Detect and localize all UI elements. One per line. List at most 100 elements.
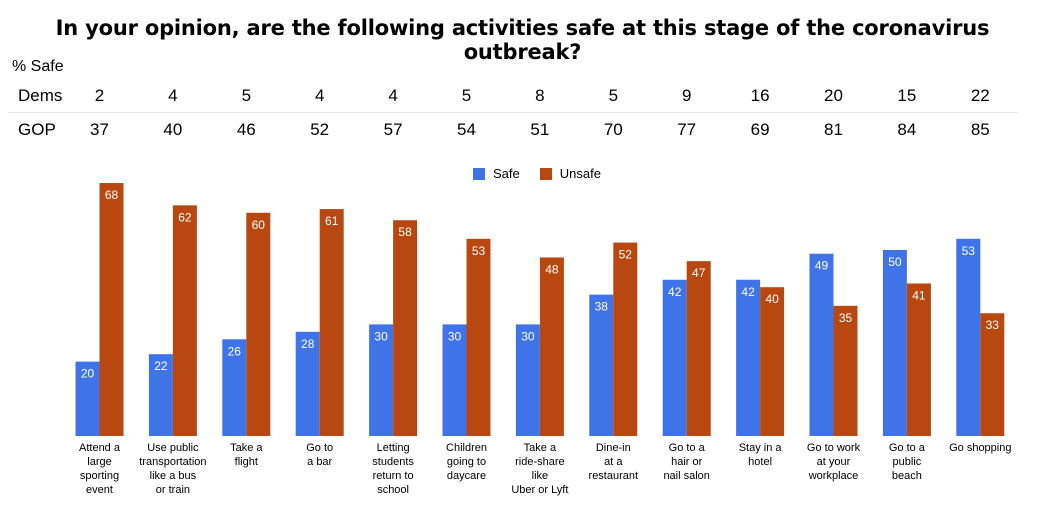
bar-unsafe-3 xyxy=(319,209,344,436)
data-label-safe-8: 42 xyxy=(668,285,682,299)
bar-unsafe-5 xyxy=(466,238,491,436)
data-label-safe-10: 49 xyxy=(815,259,829,273)
table-cell-gop-10: 81 xyxy=(824,120,843,139)
table-header: % Safe xyxy=(12,58,64,75)
data-label-safe-6: 30 xyxy=(521,329,535,343)
bar-unsafe-6 xyxy=(539,257,564,436)
data-label-safe-5: 30 xyxy=(448,329,462,343)
bar-safe-12 xyxy=(956,238,981,436)
data-label-unsafe-9: 40 xyxy=(765,292,779,306)
bar-safe-6 xyxy=(515,324,540,436)
bar-safe-1 xyxy=(148,354,173,436)
table-cell-gop-2: 46 xyxy=(236,120,256,139)
data-label-unsafe-10: 35 xyxy=(839,311,853,325)
bar-safe-5 xyxy=(442,324,467,436)
category-label-2: Take a flight xyxy=(230,442,263,468)
data-label-unsafe-6: 48 xyxy=(545,262,559,276)
table-cell-dems-6: 8 xyxy=(535,86,545,105)
bar-safe-2 xyxy=(222,339,247,436)
data-label-unsafe-8: 47 xyxy=(692,266,706,280)
category-label-6: Take a ride-share like Uber or Lyft xyxy=(511,442,569,496)
table-cell-gop-12: 85 xyxy=(970,120,990,139)
bar-unsafe-7 xyxy=(613,242,638,436)
data-label-unsafe-12: 33 xyxy=(986,318,1000,332)
table-cell-dems-4: 4 xyxy=(388,86,398,105)
table-row-label-gop: GOP xyxy=(18,120,56,139)
table-cell-dems-10: 20 xyxy=(824,86,843,105)
bar-unsafe-2 xyxy=(246,212,271,436)
category-label-5: Children going to daycare xyxy=(446,442,487,482)
data-label-safe-12: 53 xyxy=(962,244,976,258)
table-cell-dems-9: 16 xyxy=(750,86,770,105)
legend-swatch-unsafe xyxy=(539,167,552,180)
bar-safe-7 xyxy=(589,294,614,436)
bar-unsafe-11 xyxy=(906,283,931,436)
legend: Safe Unsafe xyxy=(473,166,621,181)
data-label-safe-1: 22 xyxy=(154,359,168,373)
category-label-8: Go to a hair or nail salon xyxy=(663,442,710,482)
table-cell-gop-0: 37 xyxy=(90,120,109,139)
data-label-safe-3: 28 xyxy=(301,337,315,351)
table-cell-gop-6: 51 xyxy=(530,120,550,139)
table-cell-gop-1: 40 xyxy=(163,120,183,139)
data-label-safe-0: 20 xyxy=(81,367,95,381)
data-label-safe-9: 42 xyxy=(741,285,755,299)
data-label-unsafe-3: 61 xyxy=(325,214,339,228)
bar-unsafe-4 xyxy=(393,220,418,436)
table-cell-gop-4: 57 xyxy=(383,120,403,139)
bar-unsafe-8 xyxy=(686,261,711,436)
bar-safe-0 xyxy=(75,361,100,436)
bar-safe-10 xyxy=(809,253,834,436)
category-label-10: Go to work at your workplace xyxy=(806,442,861,482)
data-label-unsafe-1: 62 xyxy=(178,210,192,224)
legend-swatch-safe xyxy=(473,167,485,180)
table-cell-gop-3: 52 xyxy=(310,120,330,139)
table-cell-gop-5: 54 xyxy=(457,120,476,139)
legend-label-safe: Safe xyxy=(493,166,520,181)
table-cell-dems-2: 5 xyxy=(241,86,252,105)
table-cell-dems-0: 2 xyxy=(94,86,105,105)
category-label-11: Go to a public beach xyxy=(888,442,925,482)
legend-label-unsafe: Unsafe xyxy=(559,166,601,181)
table-cell-dems-8: 9 xyxy=(681,86,692,105)
table-cell-gop-8: 77 xyxy=(677,120,697,139)
data-label-safe-4: 30 xyxy=(374,329,388,343)
table-cell-gop-11: 84 xyxy=(897,120,917,139)
table-cell-dems-11: 15 xyxy=(897,86,917,105)
data-label-unsafe-11: 41 xyxy=(912,288,926,302)
data-label-unsafe-2: 60 xyxy=(252,218,266,232)
data-label-safe-11: 50 xyxy=(888,255,902,269)
category-label-9: Stay in a hotel xyxy=(738,442,782,468)
category-label-4: Letting students return to school xyxy=(372,442,414,496)
table-cell-dems-1: 4 xyxy=(168,86,178,105)
legend-item-safe: Safe xyxy=(473,166,520,181)
bar-unsafe-0 xyxy=(99,183,124,436)
category-label-1: Use public transportation like a bus or … xyxy=(139,442,207,496)
table-cell-gop-7: 70 xyxy=(603,120,623,139)
table-cell-dems-12: 22 xyxy=(970,86,990,105)
bar-unsafe-12 xyxy=(980,313,1005,436)
bar-safe-8 xyxy=(662,279,687,436)
bar-safe-9 xyxy=(736,279,761,436)
table-row-label-dems: Dems xyxy=(18,86,63,105)
bar-safe-4 xyxy=(369,324,394,436)
data-label-safe-2: 26 xyxy=(228,344,242,358)
data-label-unsafe-4: 58 xyxy=(398,225,412,239)
table-cell-dems-7: 5 xyxy=(608,86,619,105)
category-label-0: Attend a large sporting event xyxy=(79,442,120,496)
bar-safe-11 xyxy=(882,250,907,436)
bar-unsafe-9 xyxy=(760,287,785,436)
chart-title: In your opinion, are the following activ… xyxy=(55,16,990,64)
data-label-safe-7: 38 xyxy=(595,300,609,314)
table-cell-dems-3: 4 xyxy=(314,86,325,105)
data-label-unsafe-5: 53 xyxy=(472,244,486,258)
bar-unsafe-1 xyxy=(172,205,197,436)
table-divider xyxy=(8,112,1018,113)
category-label-12: Go shopping xyxy=(949,442,1012,454)
category-label-3: Go to a bar xyxy=(306,442,334,468)
data-label-unsafe-0: 68 xyxy=(105,188,119,202)
legend-item-unsafe: Unsafe xyxy=(539,166,601,181)
category-label-7: Dine-in at a restaurant xyxy=(588,442,639,482)
bar-unsafe-10 xyxy=(833,305,858,436)
